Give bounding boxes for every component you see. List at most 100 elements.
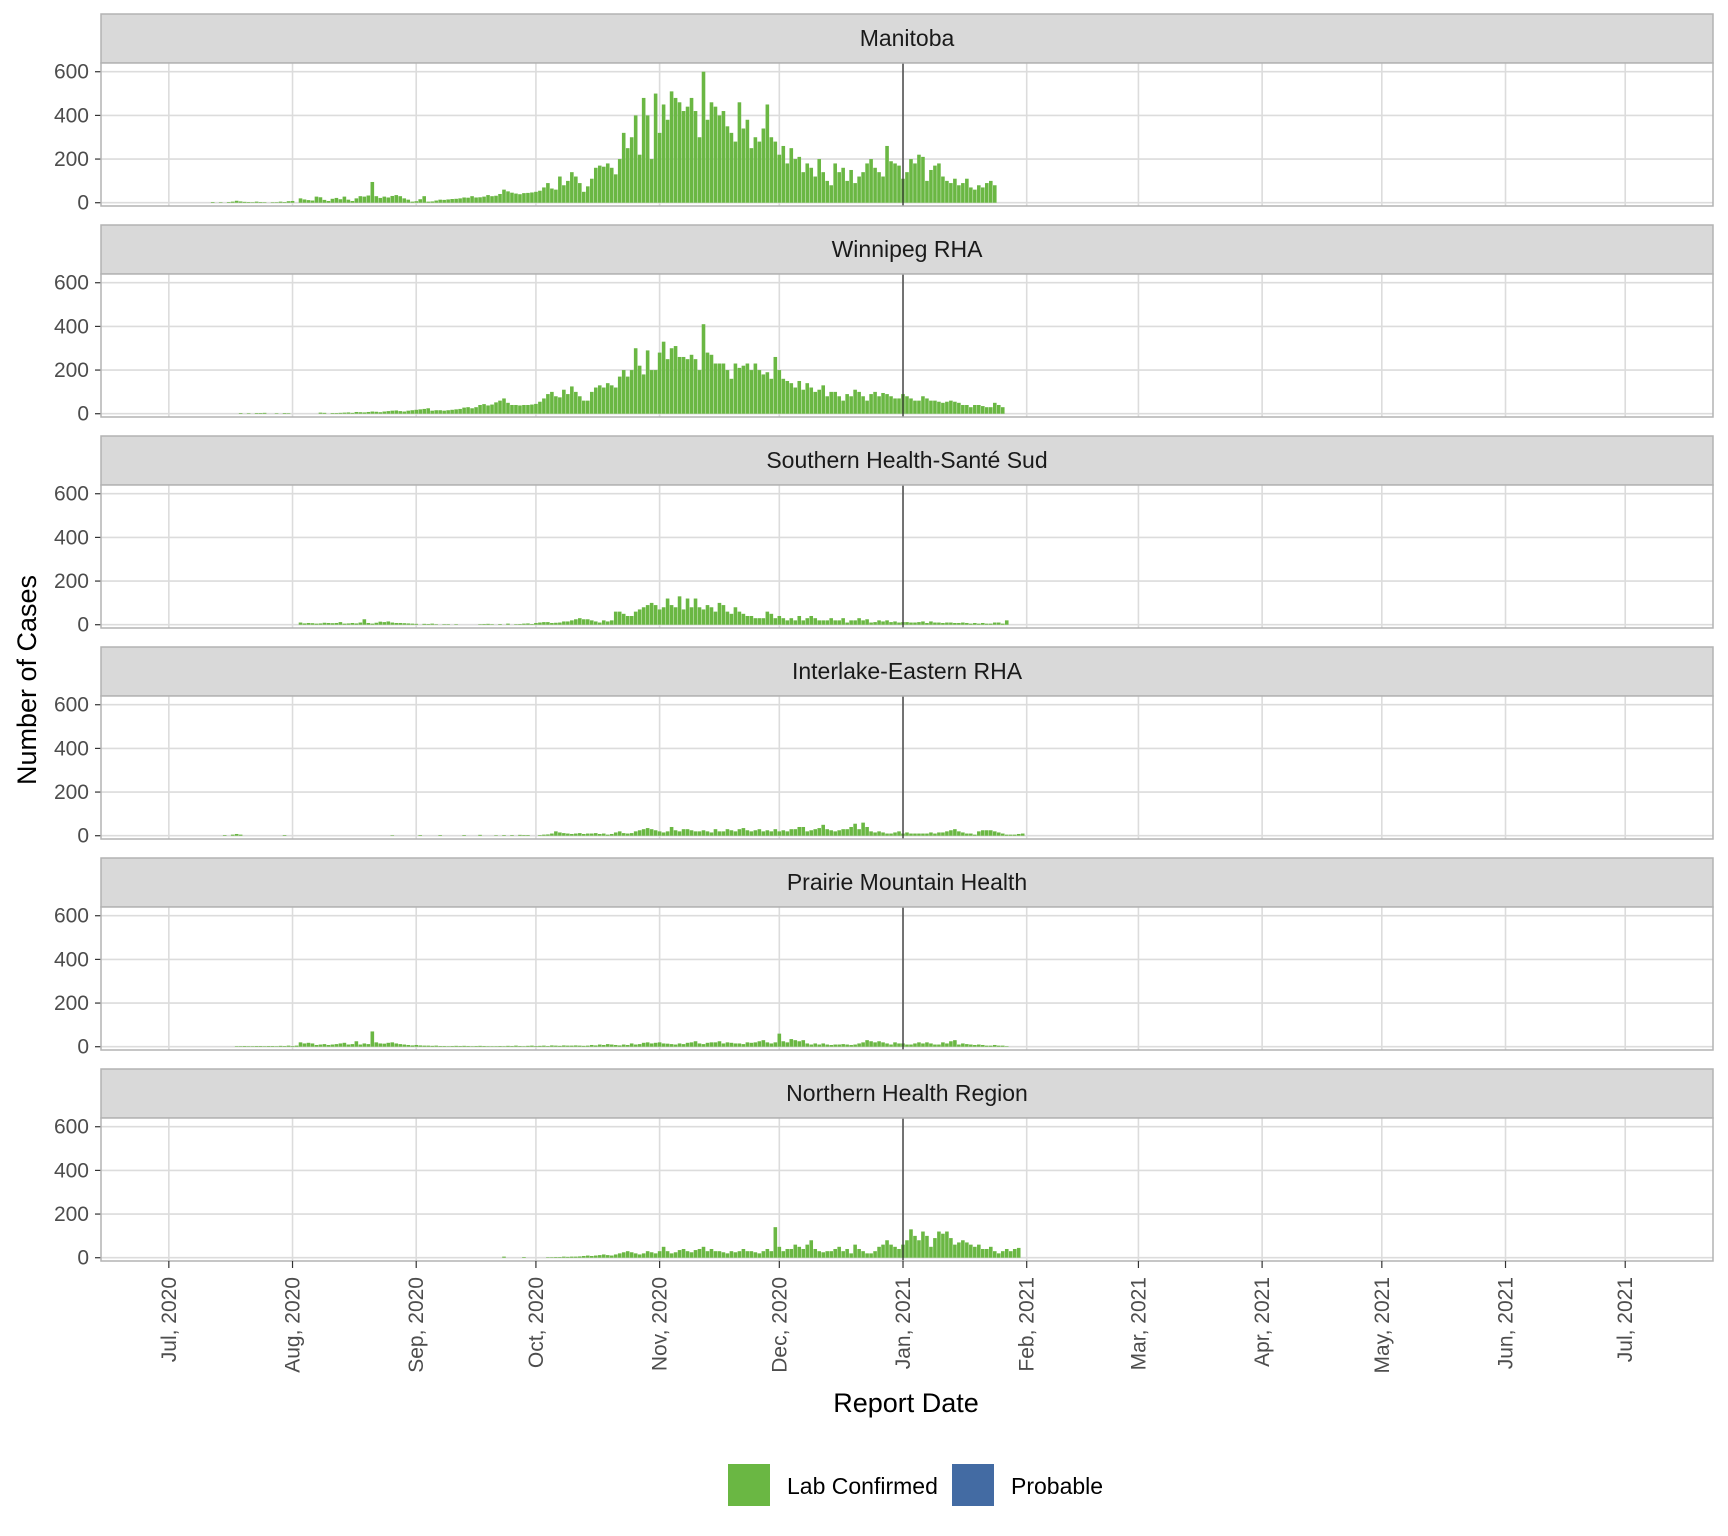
bar (570, 1045, 574, 1047)
bar (797, 156, 802, 203)
bar (857, 618, 861, 625)
bar (925, 622, 929, 625)
bar (869, 394, 873, 414)
bar (302, 1043, 307, 1047)
bar (613, 174, 618, 203)
bar (498, 624, 502, 625)
bar (837, 396, 841, 414)
bar (789, 618, 794, 625)
bar (865, 826, 869, 836)
bar (210, 202, 215, 203)
bar (637, 1254, 642, 1258)
bar (805, 1244, 810, 1258)
bar (230, 201, 235, 203)
bar (801, 620, 806, 625)
bar (721, 1252, 726, 1258)
bar (542, 398, 546, 414)
bar (566, 621, 570, 625)
bar (298, 198, 303, 203)
bar (949, 1041, 953, 1047)
bar (765, 1248, 770, 1258)
bar (490, 1046, 494, 1047)
bar (753, 618, 758, 625)
bar (837, 830, 841, 836)
bar (613, 1254, 618, 1258)
bar (649, 829, 654, 836)
bar (625, 1044, 630, 1047)
bar (518, 194, 522, 203)
bar (941, 402, 945, 414)
bar (813, 176, 818, 203)
bar (314, 196, 319, 203)
bar (721, 1043, 726, 1047)
bar (218, 202, 223, 203)
bar (669, 1044, 674, 1047)
bar (566, 180, 570, 203)
bar (597, 165, 602, 203)
bar (490, 404, 494, 414)
bar (777, 615, 782, 625)
x-tick-label: Apr, 2021 (1251, 1277, 1274, 1367)
bar (617, 1253, 622, 1258)
bar (582, 619, 586, 625)
y-tick-label: 600 (54, 694, 89, 717)
bar (566, 394, 570, 414)
bar (274, 202, 279, 203)
bar (609, 1044, 614, 1047)
bar (945, 831, 949, 836)
bar (262, 412, 267, 414)
bar (394, 1043, 399, 1047)
bar (681, 356, 686, 414)
bar (238, 201, 243, 203)
bar (542, 834, 546, 836)
bar (586, 186, 590, 203)
bar (849, 396, 853, 414)
bar (717, 602, 722, 625)
bar (817, 828, 822, 836)
bar (534, 1046, 538, 1047)
bar (514, 193, 518, 203)
bar (246, 202, 251, 203)
bar (689, 1042, 694, 1047)
bar (745, 1042, 750, 1047)
bar (953, 622, 957, 625)
legend-key-probable (952, 1464, 994, 1506)
bar (957, 831, 961, 836)
bar (633, 611, 638, 625)
y-tick-label: 400 (54, 526, 89, 549)
bar (709, 607, 714, 625)
bar (426, 1045, 430, 1047)
bar (558, 176, 562, 203)
bar (929, 400, 933, 414)
bar (833, 1044, 837, 1047)
bar (454, 624, 458, 625)
bar (789, 1039, 794, 1047)
bar (669, 91, 674, 203)
bar (366, 195, 371, 203)
bar (737, 1251, 742, 1258)
bar (466, 1046, 470, 1047)
bar (578, 1045, 582, 1047)
bar (733, 363, 738, 414)
bar (374, 196, 379, 203)
bar (913, 1043, 917, 1047)
bar (793, 1040, 798, 1047)
bar (430, 410, 434, 414)
bar (673, 830, 678, 836)
bar (298, 622, 303, 625)
bar (617, 159, 622, 203)
bar (386, 411, 391, 414)
bar (877, 1246, 881, 1258)
bar (789, 829, 794, 836)
bar (346, 1044, 351, 1047)
bar (629, 370, 634, 414)
bar (438, 410, 442, 414)
bar (562, 1045, 566, 1047)
y-tick-label: 400 (54, 948, 89, 971)
bar (709, 1248, 714, 1258)
bar (586, 619, 590, 625)
bar (905, 172, 909, 203)
bar (669, 348, 674, 414)
bar (825, 396, 829, 414)
bar (390, 835, 395, 836)
